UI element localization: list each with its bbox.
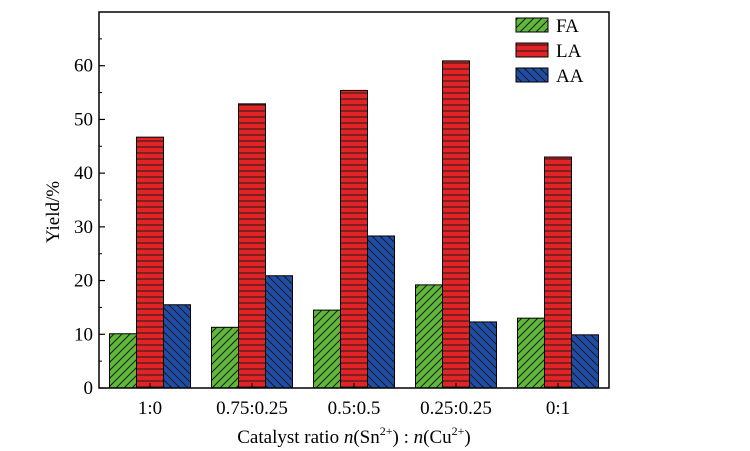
- y-tick-label: 50: [74, 109, 93, 130]
- y-axis-ticks: 0 10 20 30 40 50 60: [74, 38, 105, 399]
- bar-fa-4: [517, 317, 545, 389]
- bar-fa-3: [415, 284, 443, 389]
- legend-swatch-fa: [515, 17, 549, 33]
- legend-swatch-aa: [515, 67, 549, 83]
- bar-fa-2: [313, 309, 341, 389]
- legend: FA LA AA: [515, 16, 584, 87]
- x-axis-ticks: 1:0 0.75:0.25 0.5:0.5 0.25:0.25 0:1: [138, 383, 570, 419]
- x-tick-label: 0.25:0.25: [420, 398, 492, 419]
- bar-fa-1: [211, 326, 239, 389]
- y-tick-label: 10: [74, 324, 93, 345]
- y-axis-title: Yield/%: [43, 181, 64, 243]
- x-axis-title: Catalyst ratio n(Sn2+) : n(Cu2+): [237, 424, 471, 448]
- x-tick-label: 0:1: [546, 398, 570, 419]
- legend-swatch-la: [515, 42, 549, 58]
- legend-label-la: LA: [556, 41, 582, 62]
- y-tick-label: 60: [74, 56, 93, 77]
- bars-group: [109, 60, 599, 389]
- x-tick-label: 0.5:0.5: [328, 398, 381, 419]
- bar-fa-0: [109, 333, 137, 389]
- x-tick-label: 1:0: [138, 398, 162, 419]
- bar-aa-0: [163, 304, 191, 389]
- y-tick-label: 20: [74, 271, 93, 292]
- bar-la-1: [238, 103, 266, 389]
- y-tick-label: 30: [74, 217, 93, 238]
- bar-la-4: [544, 156, 572, 389]
- x-tick-label: 0.75:0.25: [216, 398, 288, 419]
- bar-aa-3: [469, 321, 497, 389]
- y-tick-label: 0: [84, 378, 94, 399]
- legend-label-fa: FA: [556, 16, 579, 37]
- bar-la-2: [340, 89, 368, 389]
- bar-aa-4: [571, 334, 599, 389]
- bar-la-3: [442, 60, 470, 389]
- bar-aa-2: [367, 235, 395, 389]
- bar-aa-1: [265, 275, 293, 389]
- plot-frame: [98, 11, 610, 389]
- bar-la-0: [136, 136, 164, 389]
- y-tick-label: 40: [74, 163, 93, 184]
- legend-label-aa: AA: [556, 66, 584, 87]
